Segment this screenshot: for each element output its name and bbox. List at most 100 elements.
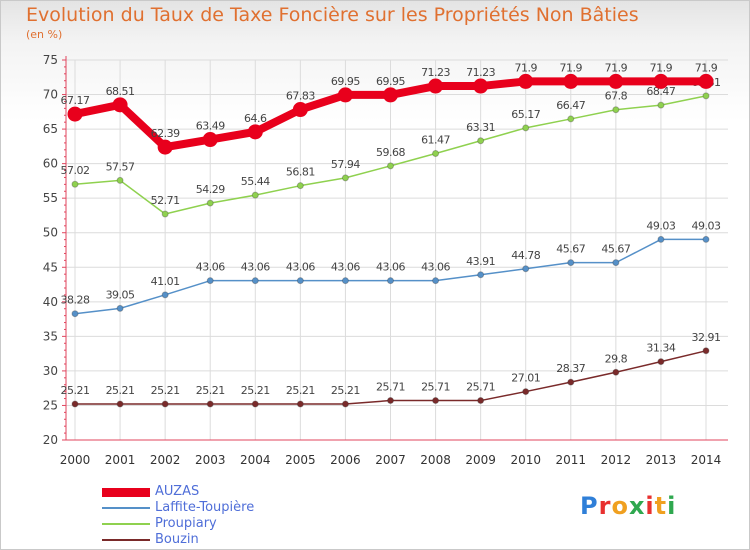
y-tick-label: 75 (43, 53, 58, 67)
data-label-proupiary: 57.94 (331, 158, 360, 171)
data-label-laffite-toupiere: 49.03 (692, 219, 721, 232)
data-label-bouzin: 25.21 (331, 384, 360, 397)
data-label-auzas: 71.9 (514, 61, 537, 74)
legend-swatch (102, 507, 150, 509)
data-label-bouzin: 25.21 (151, 384, 180, 397)
data-label-bouzin: 25.21 (196, 384, 225, 397)
proxiti-logo: Proxiti (580, 492, 676, 520)
logo-letter: r (598, 492, 612, 520)
legend-swatch (102, 487, 150, 497)
data-point-proupiary (477, 137, 485, 145)
data-point-laffite-toupiere (341, 277, 349, 285)
data-point-auzas (653, 73, 669, 89)
data-label-auzas: 64.6 (244, 112, 267, 125)
y-tick-label: 50 (43, 226, 58, 240)
data-label-proupiary: 57.57 (106, 160, 135, 173)
data-point-proupiary (612, 106, 620, 114)
data-point-auzas (383, 87, 398, 103)
data-point-laffite-toupiere (522, 265, 530, 273)
data-point-laffite-toupiere (702, 235, 710, 243)
legend-label: Laffite-Toupière (155, 500, 255, 515)
logo-letter: o (611, 492, 629, 520)
data-label-laffite-toupiere: 43.06 (286, 261, 315, 274)
x-tick-label: 2006 (330, 453, 361, 467)
y-tick-label: 45 (43, 260, 58, 274)
data-label-bouzin: 25.21 (286, 384, 315, 397)
data-point-laffite-toupiere (71, 310, 79, 318)
data-point-auzas (518, 73, 534, 89)
data-point-proupiary (522, 124, 530, 132)
chart-legend: AUZAS Laffite-Toupière Proupiary Bouzin (102, 484, 254, 548)
data-label-auzas: 71.9 (650, 61, 673, 74)
x-tick-label: 2004 (240, 453, 271, 467)
data-point-bouzin (206, 400, 214, 408)
data-label-bouzin: 25.71 (376, 381, 405, 394)
data-point-auzas (112, 97, 128, 113)
data-point-proupiary (341, 174, 349, 182)
data-point-laffite-toupiere (116, 304, 124, 312)
data-label-bouzin: 31.34 (646, 342, 675, 355)
x-tick-label: 2013 (646, 453, 677, 467)
data-point-laffite-toupiere (161, 291, 169, 299)
data-point-auzas (247, 124, 263, 140)
logo-letter: x (628, 492, 646, 520)
legend-item: Laffite-Toupière (102, 500, 254, 516)
legend-swatch (102, 539, 150, 541)
y-tick-label: 30 (43, 364, 58, 378)
legend-label: Bouzin (155, 532, 199, 547)
data-point-proupiary (387, 162, 394, 170)
data-label-auzas: 68.51 (106, 85, 135, 98)
data-label-proupiary: 63.31 (466, 121, 495, 134)
legend-label: AUZAS (155, 484, 200, 499)
data-point-auzas (67, 106, 83, 122)
data-label-laffite-toupiere: 45.67 (556, 243, 585, 256)
data-point-bouzin (341, 400, 349, 408)
data-label-auzas: 62.39 (151, 127, 180, 140)
data-point-laffite-toupiere (296, 277, 304, 285)
x-tick-label: 2005 (285, 453, 316, 467)
data-label-auzas: 67.17 (61, 94, 90, 107)
data-label-proupiary: 54.29 (196, 183, 225, 196)
data-label-proupiary: 66.47 (556, 99, 585, 112)
data-point-auzas (608, 73, 624, 89)
data-point-bouzin (71, 400, 79, 408)
data-label-laffite-toupiere: 39.05 (106, 288, 135, 301)
data-point-laffite-toupiere (657, 235, 665, 243)
data-label-bouzin: 25.71 (466, 381, 495, 394)
y-tick-label: 55 (43, 191, 58, 205)
data-label-bouzin: 29.8 (605, 352, 628, 365)
data-point-bouzin (432, 397, 440, 405)
data-label-auzas: 71.23 (421, 66, 450, 79)
logo-letter: i (667, 492, 677, 520)
data-point-laffite-toupiere (567, 259, 575, 267)
data-label-laffite-toupiere: 43.06 (421, 261, 450, 274)
data-point-proupiary (702, 92, 710, 100)
data-point-bouzin (612, 368, 620, 376)
data-label-laffite-toupiere: 43.06 (376, 261, 405, 274)
chart-unit: (en %) (26, 28, 63, 41)
data-label-auzas: 71.9 (695, 61, 718, 74)
data-label-laffite-toupiere: 45.67 (601, 243, 630, 256)
legend-swatch (102, 523, 150, 525)
logo-letter: i (645, 492, 655, 520)
data-point-bouzin (522, 388, 530, 396)
y-tick-label: 70 (43, 88, 58, 102)
x-tick-label: 2012 (601, 453, 632, 467)
data-label-auzas: 71.23 (466, 66, 495, 79)
data-point-bouzin (702, 347, 710, 355)
x-tick-label: 2014 (691, 453, 722, 467)
data-point-bouzin (477, 397, 485, 405)
data-point-proupiary (206, 199, 214, 207)
x-tick-label: 2000 (60, 453, 91, 467)
y-tick-label: 20 (43, 433, 58, 447)
data-label-proupiary: 65.17 (511, 108, 540, 121)
data-point-auzas (202, 132, 218, 148)
y-tick-label: 40 (43, 295, 58, 309)
data-point-proupiary (116, 176, 124, 184)
data-point-laffite-toupiere (251, 277, 259, 285)
data-label-proupiary: 61.47 (421, 133, 450, 146)
legend-label: Proupiary (155, 516, 217, 531)
y-tick-label: 65 (43, 122, 58, 136)
data-point-auzas (428, 78, 444, 94)
